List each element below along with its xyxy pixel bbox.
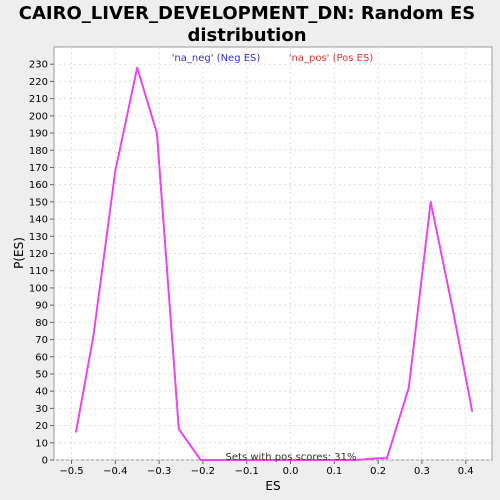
y-tick-label: 140 [29, 215, 48, 226]
grid-lines [54, 47, 492, 461]
y-tick-label: 110 [29, 266, 48, 277]
y-tick-label: 80 [35, 318, 48, 329]
x-tick-label: −0.4 [103, 466, 127, 477]
y-tick-label: 40 [35, 387, 48, 398]
y-axis-label: P(ES) [12, 237, 26, 269]
es-density-line [74, 66, 474, 461]
x-axis-label: ES [265, 479, 280, 493]
y-tick-label: 170 [29, 163, 48, 174]
y-tick-label: 60 [35, 352, 48, 363]
y-tick-label: 100 [29, 283, 48, 294]
y-tick-label: 20 [35, 421, 48, 432]
y-tick-label: 50 [35, 369, 48, 380]
x-tick-label: 0.1 [326, 466, 342, 477]
y-tick-label: 130 [29, 232, 48, 243]
y-tick-label: 230 [29, 60, 48, 71]
y-tick-label: 150 [29, 197, 48, 208]
y-tick-label: 160 [29, 180, 48, 191]
x-tick-label: −0.2 [191, 466, 215, 477]
series-layer [74, 66, 474, 461]
y-tick-label: 200 [29, 111, 48, 122]
x-tick-label: −0.1 [235, 466, 259, 477]
y-tick-label: 70 [35, 335, 48, 346]
y-tick-label: 220 [29, 77, 48, 88]
chart-title-line1: CAIRO_LIVER_DEVELOPMENT_DN: Random ES [19, 3, 475, 24]
y-tick-label: 190 [29, 129, 48, 140]
y-tick-label: 180 [29, 146, 48, 157]
y-axis-ticks: 0 10 20 30 40 50 60 70 80 90 100 110 120 130 140 150 160… [29, 60, 54, 467]
x-tick-label: −0.5 [59, 466, 83, 477]
legend-pos-label: 'na_pos' (Pos ES) [289, 53, 374, 64]
pos-scores-annotation: Sets with pos scores: 31% [226, 452, 357, 463]
x-tick-label: −0.3 [147, 466, 171, 477]
y-tick-label: 210 [29, 94, 48, 105]
y-tick-label: 120 [29, 249, 48, 260]
y-tick-label: 30 [35, 404, 48, 415]
x-tick-label: 0.2 [370, 466, 386, 477]
x-tick-label: 0.0 [283, 466, 299, 477]
x-tick-label: 0.4 [458, 466, 474, 477]
x-tick-label: 0.3 [414, 466, 430, 477]
x-axis-ticks: −0.5 −0.4 −0.3 −0.2 −0.1 0.0 0.1 0.2 0.3 0.4 [59, 460, 474, 477]
y-tick-label: 90 [35, 301, 48, 312]
chart-title-line2: distribution [187, 25, 306, 46]
legend-neg-label: 'na_neg' (Neg ES) [172, 53, 261, 64]
y-tick-label: 10 [35, 438, 48, 449]
y-tick-label: 0 [42, 456, 48, 467]
